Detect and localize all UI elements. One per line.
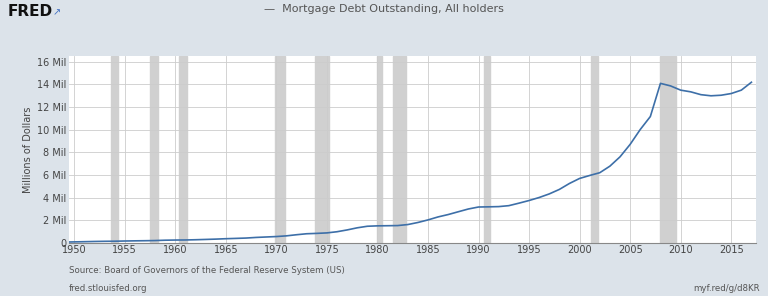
Bar	[150, 56, 158, 243]
Bar	[484, 56, 490, 243]
Text: FRED: FRED	[8, 4, 53, 20]
Text: myf.red/g/d8KR: myf.red/g/d8KR	[694, 284, 760, 293]
Bar	[315, 56, 329, 243]
Text: ↗: ↗	[52, 7, 61, 17]
Bar	[111, 56, 118, 243]
Bar	[275, 56, 285, 243]
Bar	[660, 56, 676, 243]
Bar	[591, 56, 598, 243]
Text: Source: Board of Governors of the Federal Reserve System (US): Source: Board of Governors of the Federa…	[69, 266, 345, 275]
Text: fred.stlouisfed.org: fred.stlouisfed.org	[69, 284, 147, 293]
Text: —  Mortgage Debt Outstanding, All holders: — Mortgage Debt Outstanding, All holders	[264, 4, 504, 15]
Bar	[377, 56, 382, 243]
Y-axis label: Millions of Dollars: Millions of Dollars	[23, 106, 33, 193]
Bar	[179, 56, 187, 243]
Bar	[392, 56, 406, 243]
